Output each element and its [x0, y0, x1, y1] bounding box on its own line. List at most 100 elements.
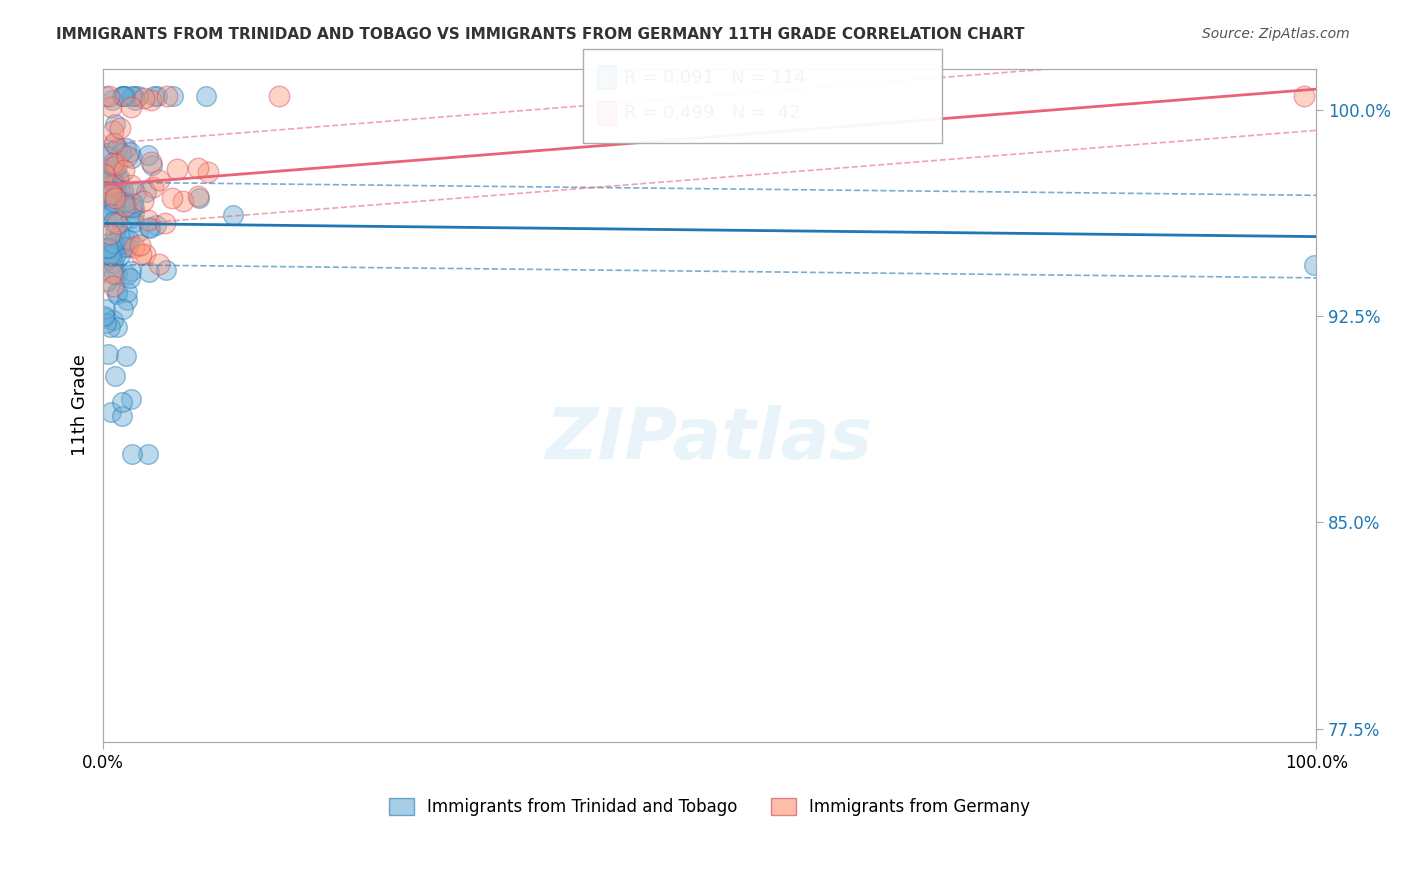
- Point: [124, 201, 146, 215]
- Point: [114, 199, 136, 213]
- Point: [104, 117, 127, 131]
- Point: [136, 147, 159, 161]
- Point: [142, 89, 165, 103]
- Point: [132, 91, 155, 105]
- Point: [118, 270, 141, 285]
- Point: [111, 394, 134, 409]
- Point: [142, 180, 165, 194]
- Point: [145, 219, 167, 233]
- Point: [115, 149, 138, 163]
- Point: [124, 186, 146, 200]
- Point: [120, 264, 142, 278]
- Point: [105, 182, 128, 196]
- Point: [146, 89, 169, 103]
- Point: [121, 200, 143, 214]
- Point: [111, 184, 134, 198]
- Point: [148, 173, 170, 187]
- Point: [186, 188, 208, 202]
- Point: [108, 183, 131, 197]
- Point: [101, 249, 124, 263]
- Point: [138, 265, 160, 279]
- Point: [115, 141, 138, 155]
- Text: R = 0.091   N = 114: R = 0.091 N = 114: [624, 69, 806, 87]
- Point: [160, 191, 183, 205]
- Point: [101, 159, 124, 173]
- Point: [121, 151, 143, 165]
- Point: [122, 89, 145, 103]
- Point: [101, 205, 124, 219]
- Point: [104, 191, 127, 205]
- Point: [121, 89, 143, 103]
- Point: [172, 194, 194, 208]
- Point: [98, 167, 121, 181]
- Point: [111, 89, 134, 103]
- Point: [114, 89, 136, 103]
- Point: [136, 213, 159, 227]
- Point: [97, 207, 120, 221]
- Point: [136, 447, 159, 461]
- Point: [105, 320, 128, 334]
- Point: [124, 206, 146, 220]
- Point: [105, 161, 128, 175]
- Point: [197, 165, 219, 179]
- Point: [105, 215, 128, 229]
- Point: [94, 301, 117, 316]
- Point: [114, 350, 136, 364]
- Point: [115, 285, 138, 299]
- Point: [105, 285, 128, 299]
- Point: [98, 320, 121, 334]
- Point: [129, 238, 152, 252]
- Point: [129, 247, 152, 261]
- Point: [103, 255, 125, 269]
- Point: [96, 241, 118, 255]
- Point: [131, 194, 153, 208]
- Point: [93, 310, 115, 324]
- Point: [100, 178, 122, 193]
- Point: [96, 274, 118, 288]
- Point: [105, 287, 128, 301]
- Point: [1292, 89, 1315, 103]
- Point: [108, 120, 131, 135]
- Point: [120, 145, 142, 160]
- Point: [98, 227, 121, 241]
- Point: [108, 170, 131, 185]
- Point: [93, 167, 115, 181]
- Point: [139, 220, 162, 235]
- Point: [105, 211, 128, 225]
- Point: [148, 257, 170, 271]
- Point: [103, 123, 125, 137]
- Point: [117, 240, 139, 254]
- Point: [101, 93, 124, 107]
- Point: [115, 200, 138, 214]
- Point: [103, 136, 125, 151]
- Point: [98, 146, 121, 161]
- Point: [104, 225, 127, 239]
- Point: [108, 248, 131, 262]
- Point: [104, 368, 127, 383]
- Point: [120, 100, 142, 114]
- Point: [104, 187, 127, 202]
- Y-axis label: 11th Grade: 11th Grade: [72, 354, 89, 457]
- Point: [121, 196, 143, 211]
- Point: [108, 173, 131, 187]
- Point: [103, 159, 125, 173]
- Point: [105, 157, 128, 171]
- Point: [124, 93, 146, 107]
- Point: [101, 278, 124, 293]
- Point: [1302, 258, 1324, 272]
- Point: [96, 191, 118, 205]
- Point: [122, 240, 145, 254]
- Point: [94, 89, 117, 103]
- Point: [101, 198, 124, 212]
- Point: [139, 155, 162, 169]
- Point: [100, 187, 122, 202]
- Point: [110, 237, 132, 252]
- Point: [155, 89, 177, 103]
- Text: Source: ZipAtlas.com: Source: ZipAtlas.com: [1202, 27, 1350, 41]
- Point: [194, 89, 217, 103]
- Point: [187, 161, 209, 175]
- Point: [134, 247, 156, 261]
- Point: [114, 163, 136, 178]
- Point: [98, 89, 121, 103]
- Point: [100, 100, 122, 114]
